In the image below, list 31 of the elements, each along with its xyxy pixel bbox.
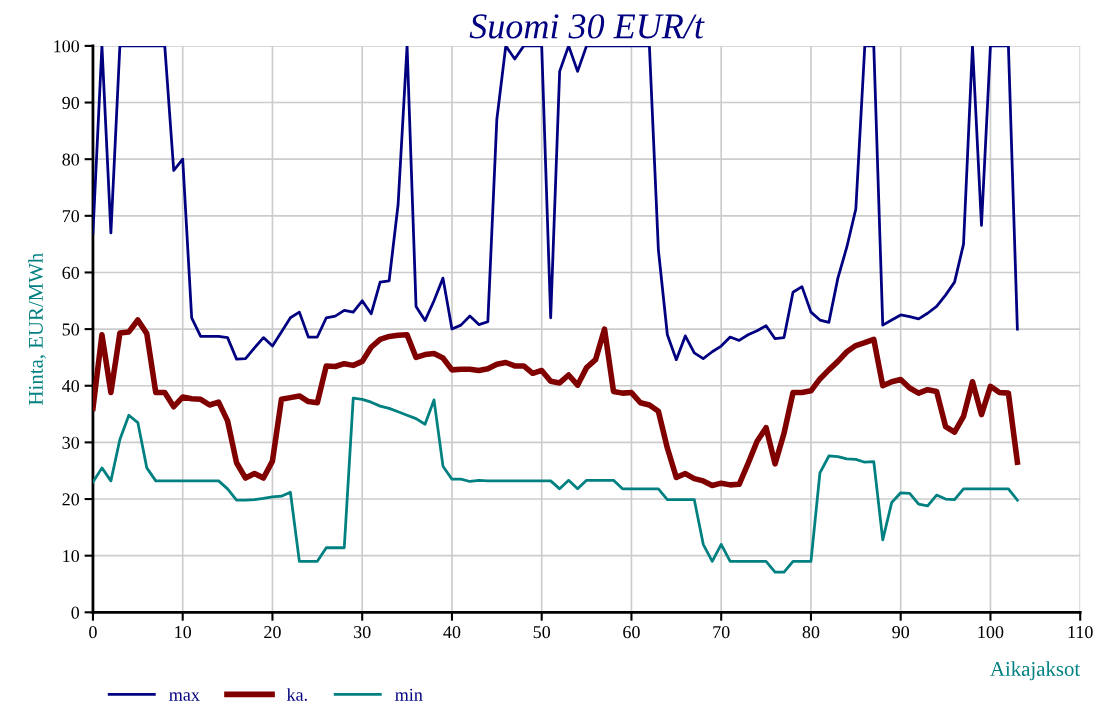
- x-tick-label: 80: [802, 626, 820, 639]
- line-series: [92, 396, 1019, 574]
- x-tick-label: 60: [623, 626, 640, 639]
- y-tick-label: 20: [62, 493, 80, 506]
- y-tick-label: 80: [62, 153, 80, 166]
- y-tick-label: 50: [62, 323, 80, 336]
- x-tick-label: 110: [1068, 626, 1093, 639]
- x-tick-label: 90: [892, 626, 910, 639]
- y-tick-label: 30: [62, 436, 80, 449]
- y-tick-label: 40: [62, 380, 80, 393]
- x-tick-label: 0: [89, 626, 97, 639]
- chart-title: Suomi 30 EUR/t: [469, 14, 705, 39]
- y-tick-label: 0: [71, 606, 80, 619]
- x-tick-label: 10: [175, 626, 192, 639]
- x-axis-title: Aikajaksot: [990, 661, 1081, 681]
- x-tick-label: 50: [533, 626, 551, 639]
- x-tick-label: 20: [264, 626, 281, 639]
- legend-label: ka.: [286, 688, 307, 701]
- line-series: [92, 45, 1019, 362]
- legend-label: min: [395, 688, 423, 701]
- x-tick-label: 100: [978, 626, 1004, 639]
- y-tick-label: 60: [62, 266, 80, 279]
- y-tick-label: 70: [62, 210, 80, 223]
- x-tick-label: 30: [354, 626, 371, 639]
- y-tick-label: 10: [63, 549, 80, 563]
- y-tick-label: 90: [62, 96, 80, 109]
- x-tick-label: 40: [443, 626, 461, 639]
- y-axis-title: Hinta, EUR/MWh: [28, 253, 46, 405]
- y-tick-label: 100: [54, 40, 80, 53]
- x-tick-label: 70: [713, 626, 730, 639]
- legend-label: max: [169, 692, 200, 701]
